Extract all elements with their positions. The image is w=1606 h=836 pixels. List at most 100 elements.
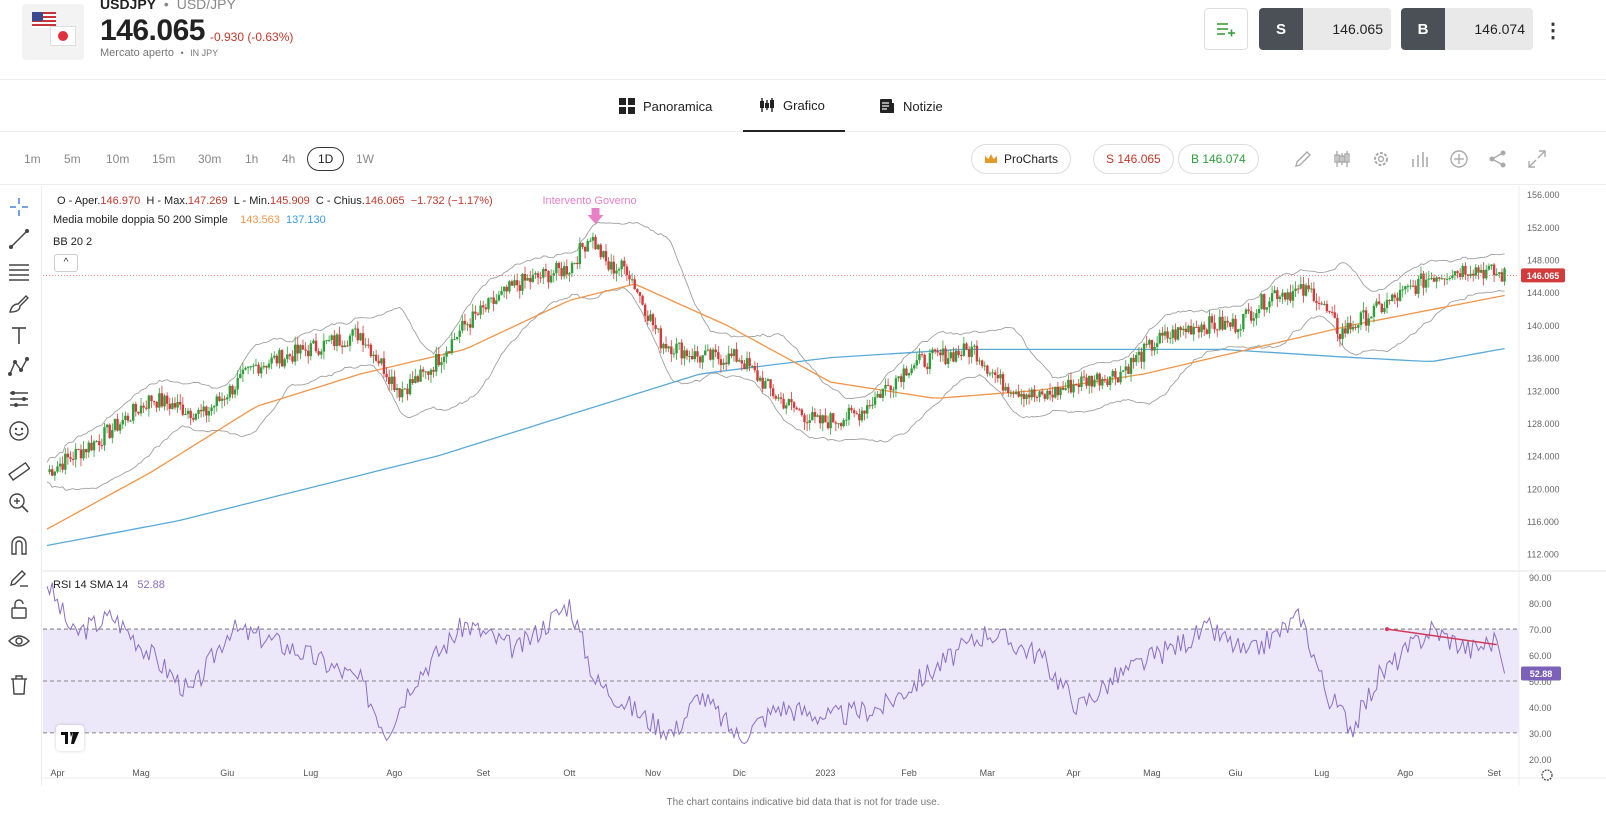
- candle-body: [283, 359, 286, 367]
- candle-body: [735, 349, 738, 362]
- candle-body: [1161, 332, 1164, 336]
- candle-body: [354, 328, 357, 330]
- magnet-icon[interactable]: [8, 534, 30, 556]
- candle-body: [1148, 340, 1151, 345]
- candle-body: [688, 356, 691, 358]
- candle-body: [66, 453, 70, 458]
- candle-body: [832, 413, 835, 423]
- tab-grafico[interactable]: Grafico: [743, 80, 845, 132]
- trash-icon[interactable]: [8, 674, 30, 696]
- fullscreen-icon[interactable]: [1527, 149, 1547, 169]
- candle-body: [1129, 357, 1133, 374]
- candle-body: [897, 376, 900, 379]
- ruler-icon[interactable]: [8, 460, 30, 482]
- share-icon[interactable]: [1488, 149, 1508, 169]
- candle-body: [301, 345, 305, 350]
- buy-button[interactable]: B 146.074: [1401, 8, 1533, 50]
- candle-body: [103, 427, 106, 446]
- settings-gear-icon[interactable]: [1371, 149, 1391, 169]
- candle-body: [142, 405, 145, 408]
- crosshair-icon[interactable]: [8, 196, 30, 218]
- candle-body: [1145, 343, 1148, 345]
- price-chart[interactable]: 156.000 152.000 148.000 144.000 140.000 136.0…: [43, 186, 1606, 788]
- pattern-icon[interactable]: [8, 356, 30, 378]
- candle-body: [1383, 308, 1386, 313]
- rsi-legend-label: RSI 14 SMA 14: [53, 579, 129, 591]
- chart-type-icon[interactable]: [1332, 149, 1352, 169]
- procharts-button[interactable]: ProCharts: [971, 144, 1072, 174]
- chart-disclaimer: The chart contains indicative bid data t…: [666, 797, 940, 808]
- pencil-icon[interactable]: [1293, 149, 1313, 169]
- measure-tools-icon[interactable]: [8, 388, 30, 410]
- timeframe-1m[interactable]: 1m: [24, 152, 41, 166]
- candle-body: [325, 340, 328, 342]
- candle-body: [1184, 328, 1188, 333]
- timeframe-5m[interactable]: 5m: [64, 152, 81, 166]
- candle-body: [442, 356, 446, 363]
- timeframe-10m[interactable]: 10m: [106, 152, 130, 166]
- candle-body: [479, 305, 482, 315]
- candle-body: [1270, 293, 1274, 302]
- candle-body: [1474, 267, 1478, 276]
- tab-panoramica[interactable]: Panoramica: [603, 80, 728, 132]
- rsi-axis-label: 90.00: [1529, 573, 1552, 583]
- candle-body: [646, 315, 649, 321]
- candle-body: [61, 463, 64, 470]
- candle-body: [675, 343, 678, 354]
- candle-body: [90, 442, 93, 451]
- candle-body: [1349, 322, 1352, 330]
- sell-pill-button[interactable]: S 146.065: [1093, 144, 1174, 174]
- horizontal-lines-icon[interactable]: [8, 260, 30, 282]
- add-circle-icon[interactable]: [1449, 149, 1469, 169]
- candle-body: [988, 373, 992, 375]
- timeframe-4h[interactable]: 4h: [282, 152, 296, 166]
- candle-body: [262, 365, 266, 368]
- timeframe-15m[interactable]: 15m: [152, 152, 176, 166]
- candle-body: [126, 415, 130, 421]
- lock-open-icon[interactable]: [8, 598, 30, 620]
- candle-body: [317, 351, 320, 355]
- indicators-icon[interactable]: [1410, 149, 1430, 169]
- sell-button[interactable]: S 146.065: [1259, 8, 1391, 50]
- candle-body: [756, 370, 759, 381]
- timeframe-1h[interactable]: 1h: [245, 152, 259, 166]
- candle-body: [894, 378, 898, 390]
- candle-body: [521, 273, 524, 291]
- zoom-in-icon[interactable]: [8, 492, 30, 514]
- candle-body: [1404, 286, 1407, 290]
- candle-body: [1252, 318, 1255, 321]
- candle-body: [380, 358, 383, 364]
- brush-icon[interactable]: [8, 292, 30, 314]
- candle-body: [662, 344, 665, 349]
- buy-pill-button[interactable]: B 146.074: [1178, 144, 1259, 174]
- candle-body: [1030, 389, 1033, 398]
- add-to-watchlist-button[interactable]: [1204, 8, 1248, 50]
- candle-body: [1453, 271, 1457, 276]
- eye-icon[interactable]: [8, 630, 30, 652]
- trend-line-icon[interactable]: [8, 228, 30, 250]
- candle-body: [1202, 324, 1206, 330]
- axis-settings-icon[interactable]: [1541, 769, 1553, 781]
- candle-body: [657, 328, 660, 330]
- candle-body: [1375, 301, 1378, 306]
- timeframe-30m[interactable]: 30m: [198, 152, 222, 166]
- timeframe-1d[interactable]: 1D: [307, 147, 345, 171]
- candle-body: [748, 358, 751, 367]
- candle-body: [309, 343, 313, 357]
- candle-body: [1114, 370, 1117, 378]
- low-value: 145.909: [270, 195, 310, 207]
- tradingview-logo[interactable]: [56, 725, 84, 751]
- time-axis-label: Lug: [303, 768, 318, 778]
- draw-mode-icon[interactable]: [8, 566, 30, 588]
- candle-body: [581, 243, 584, 248]
- timeframe-1w[interactable]: 1W: [356, 152, 374, 166]
- text-tool-icon[interactable]: [8, 324, 30, 346]
- smiley-icon[interactable]: [8, 420, 30, 442]
- more-options-icon[interactable]: ⋮: [1543, 20, 1563, 42]
- candle-body: [643, 304, 647, 316]
- candle-body: [1304, 285, 1308, 296]
- instrument-header: USDJPY • USD/JPY 146.065 -0.930 (-0.63%)…: [0, 0, 1606, 80]
- tab-notizie[interactable]: Notizie: [863, 80, 959, 132]
- collapse-legend-button[interactable]: ^: [54, 254, 78, 272]
- candle-body: [84, 449, 88, 453]
